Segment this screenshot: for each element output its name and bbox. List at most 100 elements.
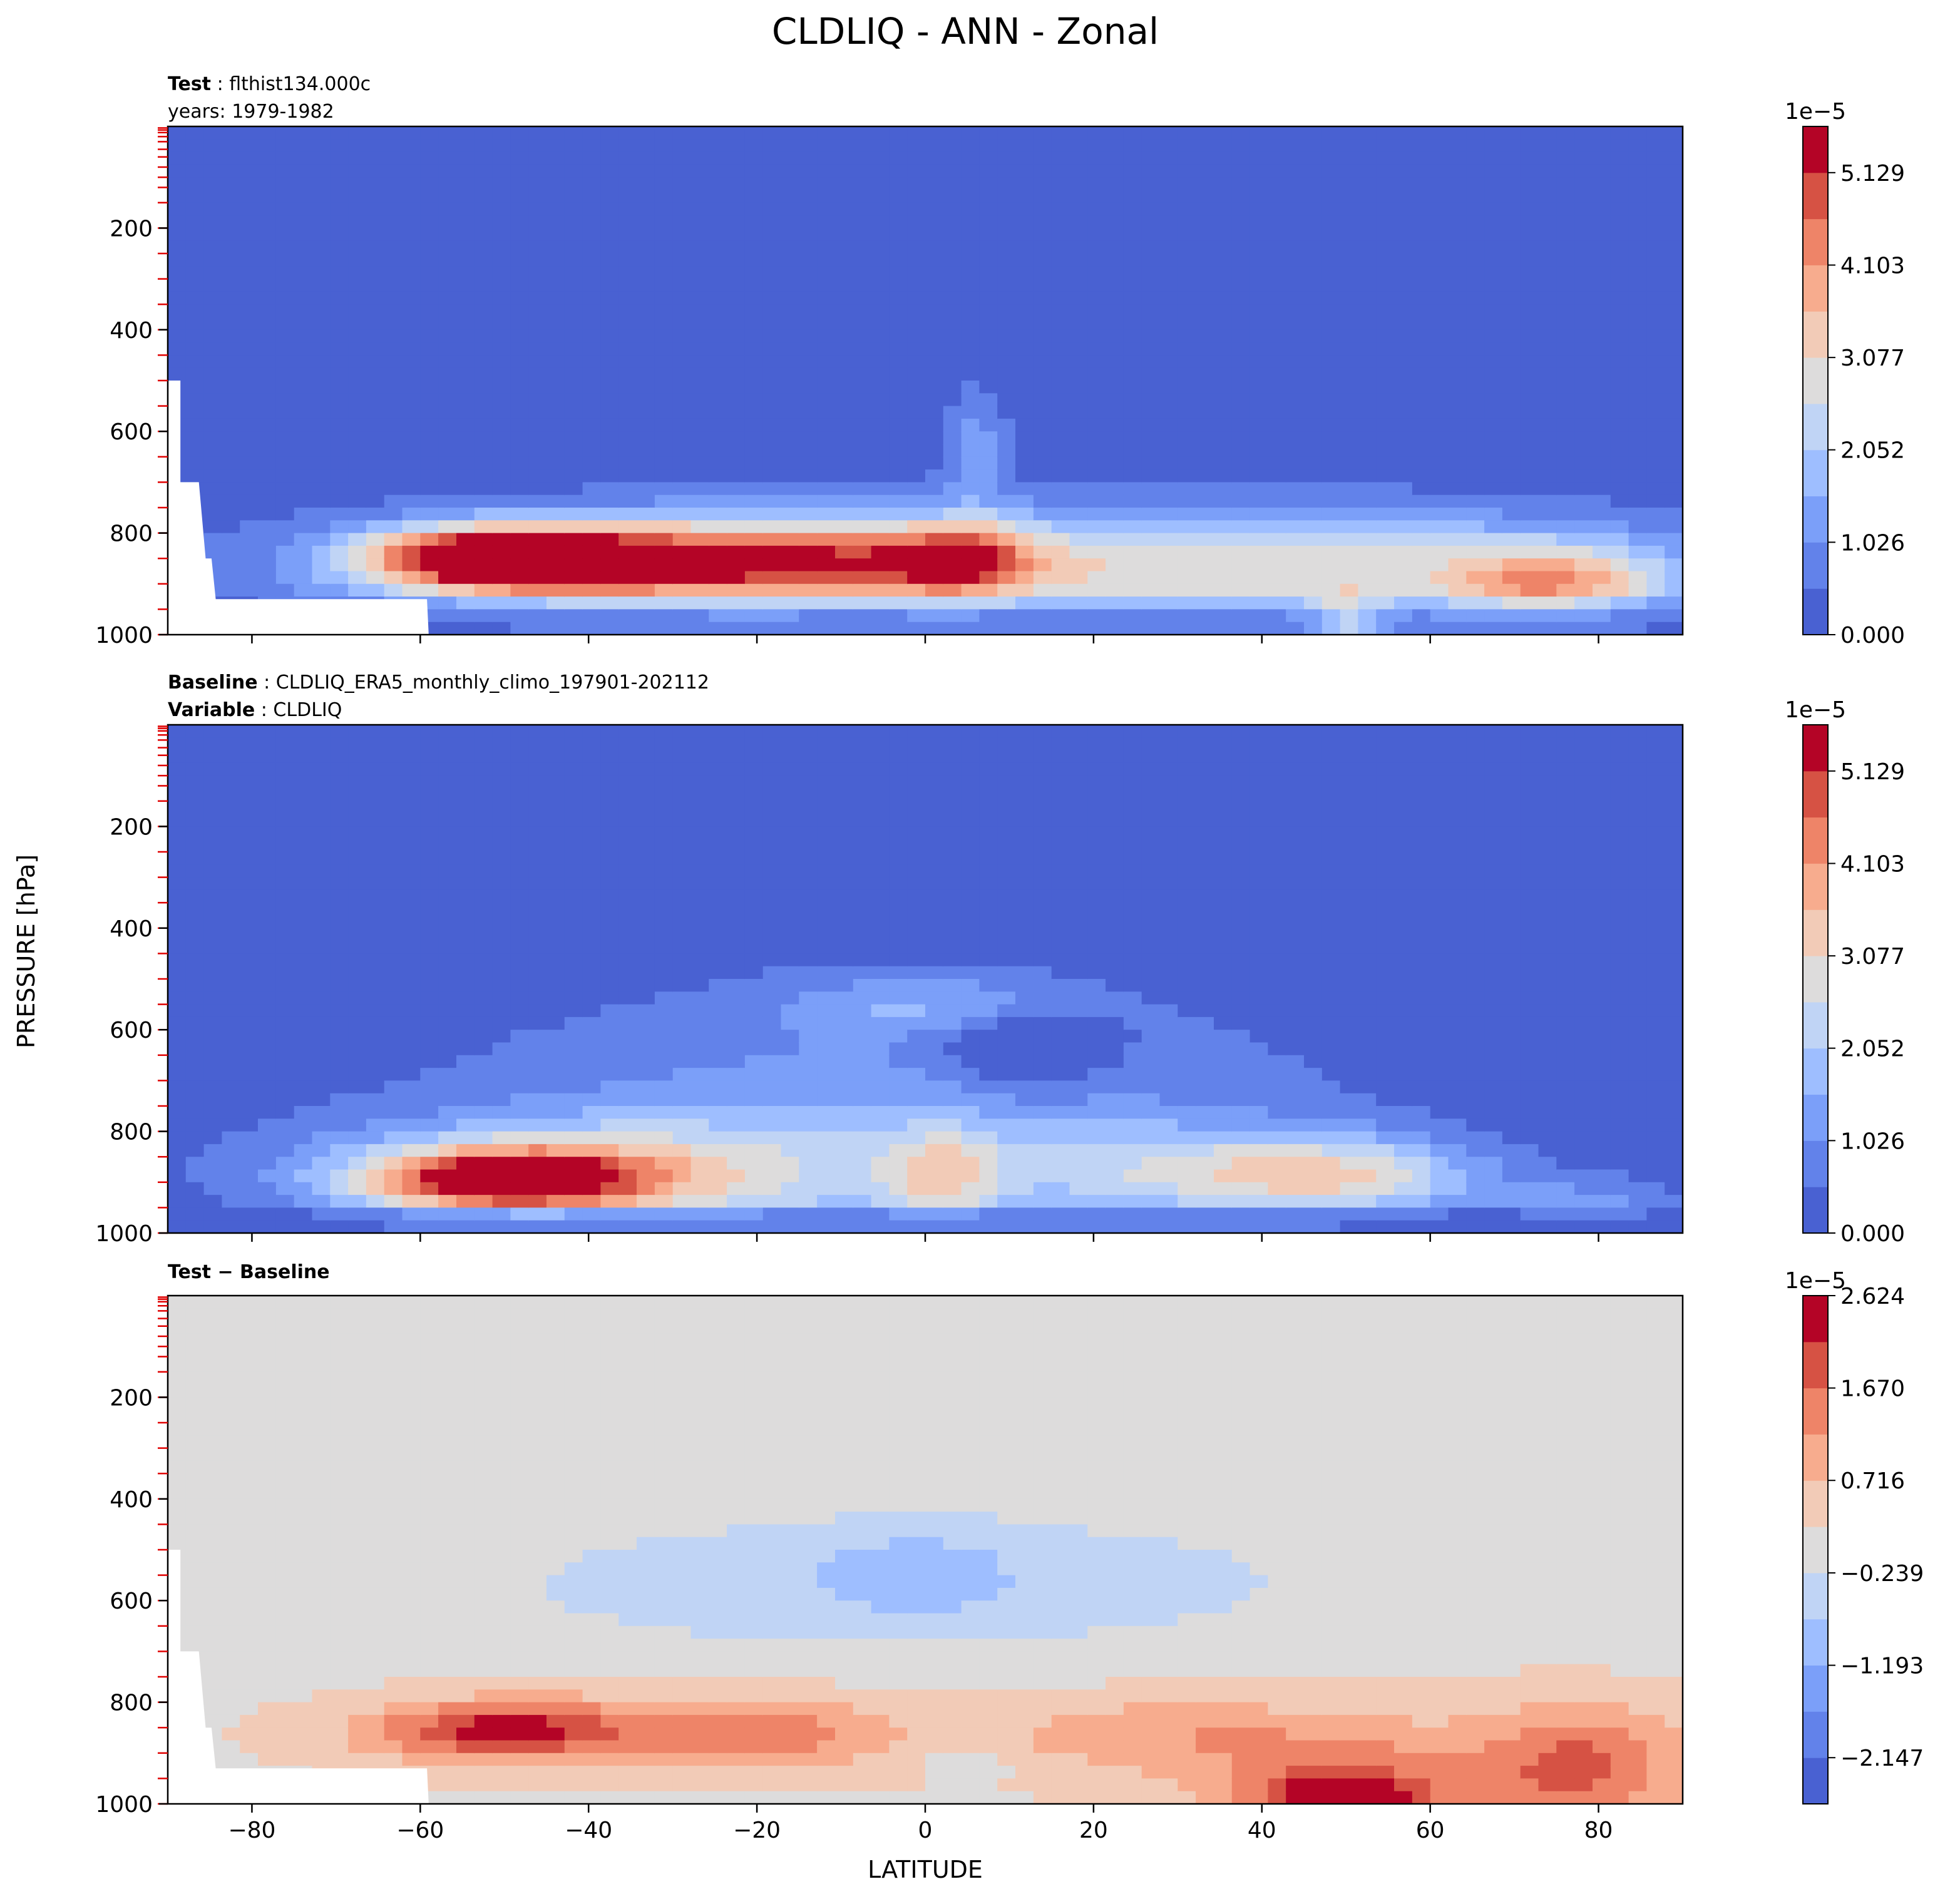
- heatmap-cell: [312, 508, 331, 521]
- heatmap-cell: [618, 1220, 637, 1233]
- heatmap-cell: [654, 469, 674, 483]
- heatmap-cell: [1646, 609, 1666, 623]
- heatmap-cell: [799, 228, 818, 242]
- heatmap-cell: [456, 1118, 475, 1132]
- heatmap-cell: [961, 456, 980, 471]
- heatmap-cell: [835, 622, 854, 635]
- heatmap-cell: [835, 750, 854, 764]
- heatmap-cell: [961, 622, 980, 635]
- heatmap-cell: [762, 558, 782, 572]
- heatmap-cell: [546, 431, 565, 445]
- heatmap-cell: [654, 381, 674, 394]
- heatmap-cell: [240, 966, 259, 980]
- heatmap-cell: [1304, 381, 1323, 394]
- heatmap-cell: [564, 775, 583, 789]
- heatmap-cell: [1520, 240, 1539, 254]
- heatmap-cell: [275, 164, 295, 178]
- heatmap-cell: [1358, 381, 1377, 394]
- heatmap-cell: [1249, 609, 1269, 623]
- heatmap-cell: [672, 190, 692, 203]
- heatmap-cell: [907, 469, 926, 483]
- heatmap-cell: [781, 1068, 800, 1082]
- heatmap-cell: [618, 725, 637, 739]
- heatmap-cell: [835, 1030, 854, 1043]
- heatmap-cell: [384, 1093, 403, 1107]
- heatmap-cell: [709, 941, 728, 955]
- heatmap-cell: [853, 355, 872, 369]
- heatmap-cell: [1502, 583, 1521, 598]
- heatmap-cell: [366, 329, 385, 344]
- heatmap-cell: [1574, 381, 1593, 394]
- heatmap-cell: [312, 762, 331, 777]
- heatmap-cell: [474, 953, 493, 967]
- heatmap-cell: [762, 826, 782, 840]
- heatmap-cell: [240, 1157, 259, 1170]
- heatmap-cell: [1412, 126, 1431, 140]
- heatmap-cell: [1394, 342, 1413, 356]
- heatmap-cell: [528, 367, 547, 381]
- heatmap-cell: [384, 928, 403, 942]
- heatmap-cell: [799, 979, 818, 993]
- heatmap-cell: [1123, 139, 1142, 153]
- heatmap-cell: [312, 1068, 331, 1082]
- heatmap-cell: [1051, 431, 1070, 445]
- heatmap-cell: [1556, 253, 1576, 267]
- heatmap-cell: [528, 494, 547, 508]
- heatmap-cell: [781, 737, 800, 751]
- heatmap-cell: [384, 571, 403, 585]
- heatmap-cell: [1214, 151, 1233, 165]
- heatmap-cell: [294, 1157, 313, 1170]
- heatmap-cell: [510, 1030, 530, 1043]
- heatmap-cell: [1556, 329, 1576, 344]
- heatmap-cell: [438, 240, 457, 254]
- heatmap-cell: [600, 418, 620, 433]
- heatmap-cell: [1593, 381, 1611, 394]
- heatmap-cell: [618, 1068, 637, 1082]
- heatmap-cell: [582, 788, 602, 802]
- heatmap-cell: [1214, 393, 1233, 407]
- heatmap-cell: [600, 1144, 620, 1158]
- heatmap-cell: [871, 177, 890, 191]
- heatmap-cell: [709, 381, 728, 394]
- heatmap-cell: [366, 571, 385, 585]
- heatmap-cell: [1520, 317, 1539, 330]
- heatmap-cell: [1376, 406, 1395, 419]
- heatmap-cell: [1304, 571, 1323, 585]
- heatmap-cell: [582, 520, 602, 534]
- heatmap-cell: [799, 558, 818, 572]
- heatmap-cell: [600, 558, 620, 572]
- heatmap-cell: [654, 151, 674, 165]
- heatmap-cell: [1610, 545, 1629, 560]
- heatmap-cell: [727, 725, 746, 739]
- heatmap-cell: [654, 202, 674, 217]
- heatmap-cell: [1466, 240, 1485, 254]
- heatmap-cell: [185, 1042, 205, 1056]
- heatmap-cell: [781, 839, 800, 852]
- heatmap-cell: [943, 215, 962, 229]
- heatmap-cell: [564, 725, 583, 739]
- heatmap-cell: [1665, 202, 1683, 217]
- heatmap-cell: [889, 482, 908, 496]
- heatmap-cell: [1430, 355, 1449, 369]
- heatmap-cell: [690, 941, 710, 955]
- heatmap-cell: [1484, 381, 1503, 394]
- heatmap-cell: [1106, 381, 1124, 394]
- heatmap-cell: [456, 979, 475, 993]
- heatmap-cell: [294, 1080, 313, 1094]
- heatmap-cell: [1106, 266, 1124, 280]
- heatmap-cell: [1628, 355, 1648, 369]
- heatmap-cell: [1268, 469, 1287, 483]
- heatmap-cell: [348, 381, 367, 394]
- heatmap-cell: [637, 941, 655, 955]
- heatmap-cell: [762, 979, 782, 993]
- heatmap-cell: [1538, 139, 1557, 153]
- heatmap-cell: [654, 1157, 674, 1170]
- heatmap-cell: [1106, 494, 1124, 508]
- heatmap-cell: [546, 1195, 565, 1209]
- heatmap-cell: [1430, 469, 1449, 483]
- heatmap-cell: [203, 966, 223, 980]
- heatmap-cell: [384, 1157, 403, 1170]
- heatmap-cell: [744, 482, 764, 496]
- heatmap-cell: [1665, 164, 1683, 178]
- heatmap-cell: [492, 583, 511, 598]
